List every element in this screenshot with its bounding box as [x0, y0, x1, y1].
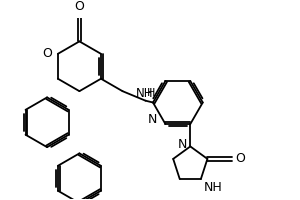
Text: O: O — [74, 0, 84, 13]
Text: N: N — [178, 138, 188, 151]
Text: H: H — [147, 88, 156, 98]
Text: O: O — [235, 152, 245, 165]
Text: NH: NH — [136, 87, 153, 100]
Text: NH: NH — [204, 181, 222, 194]
Text: N: N — [147, 98, 157, 126]
Text: O: O — [43, 47, 52, 60]
